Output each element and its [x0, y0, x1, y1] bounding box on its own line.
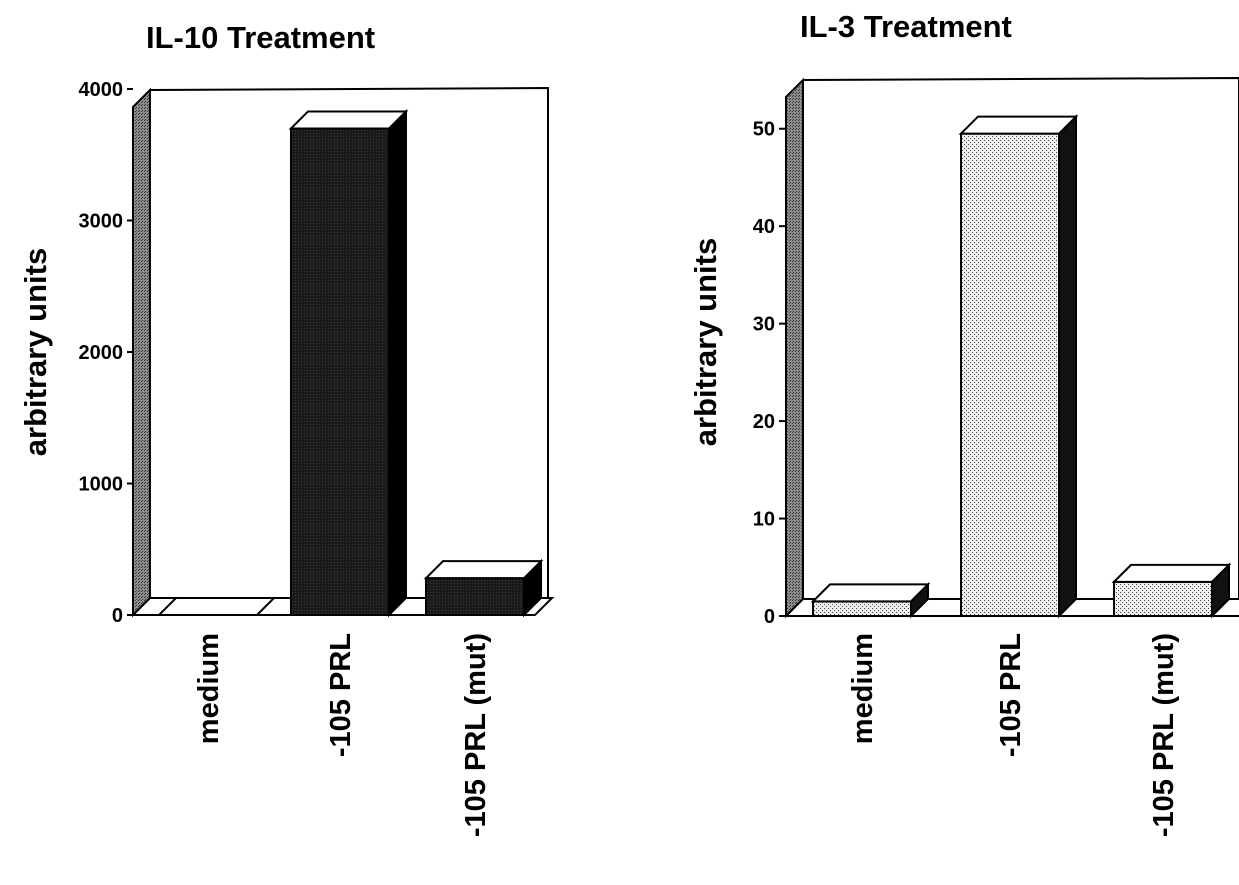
chart-title: IL-10 Treatment: [146, 20, 375, 55]
y-ticks: 0 1000 2000 3000 4000: [79, 79, 133, 627]
bar-0: [810, 581, 931, 619]
bar-front: [812, 600, 912, 618]
y-tick-label: 1000: [79, 474, 124, 496]
category-label: medium: [193, 633, 225, 744]
y-tick-label: 20: [753, 411, 775, 433]
category-label: -105 PRL: [325, 633, 357, 757]
y-axis-label: arbitrary units: [688, 238, 723, 446]
category-label: -105 PRL (mut): [1148, 633, 1180, 837]
back-wall: [802, 76, 1239, 599]
y-tick-label: 2000: [79, 342, 124, 364]
bar-2: [1111, 562, 1232, 619]
back-wall: [149, 86, 549, 598]
bar-side: [388, 109, 407, 618]
bar-front: [1113, 580, 1213, 618]
x-ticks: medium -105 PRL -105 PRL (mut): [847, 633, 1180, 837]
bar-top: [1111, 563, 1232, 583]
chart-il3: IL-3 Treatment arbitrary units 0 10 20 30 40…: [688, 9, 1239, 837]
bar-1: [958, 114, 1079, 619]
category-label: -105 PRL: [995, 633, 1027, 757]
category-label: -105 PRL (mut): [460, 633, 492, 837]
bar-1: [288, 109, 409, 618]
bars: [156, 109, 544, 618]
y-tick-label: 0: [112, 605, 123, 627]
left-wall: [132, 87, 151, 618]
bar-2: [423, 558, 544, 618]
bars: [810, 114, 1232, 619]
bar-top: [288, 110, 409, 130]
y-tick-label: 50: [753, 119, 775, 141]
bar-top: [810, 583, 931, 603]
y-axis-label: arbitrary units: [18, 248, 53, 456]
bar-top: [958, 115, 1079, 135]
x-ticks: medium -105 PRL -105 PRL (mut): [193, 633, 492, 837]
bar-0: [156, 597, 277, 616]
y-tick-label: 30: [753, 314, 775, 336]
y-tick-label: 10: [753, 509, 775, 531]
chart-il10: IL-10 Treatment arbitrary units 0 1000 200…: [18, 20, 555, 837]
y-tick-label: 4000: [79, 79, 124, 101]
bar-top: [423, 560, 544, 580]
y-ticks: 0 10 20 30 40 50: [753, 119, 786, 628]
y-tick-label: 3000: [79, 211, 124, 233]
left-wall: [785, 77, 804, 619]
bar-front: [290, 127, 390, 616]
bar-front: [960, 132, 1060, 617]
chart-title: IL-3 Treatment: [800, 9, 1012, 44]
bar-side: [1058, 114, 1077, 619]
y-tick-label: 40: [753, 216, 775, 238]
bar-front: [425, 577, 525, 616]
category-label: medium: [847, 633, 879, 744]
y-tick-label: 0: [764, 606, 775, 628]
